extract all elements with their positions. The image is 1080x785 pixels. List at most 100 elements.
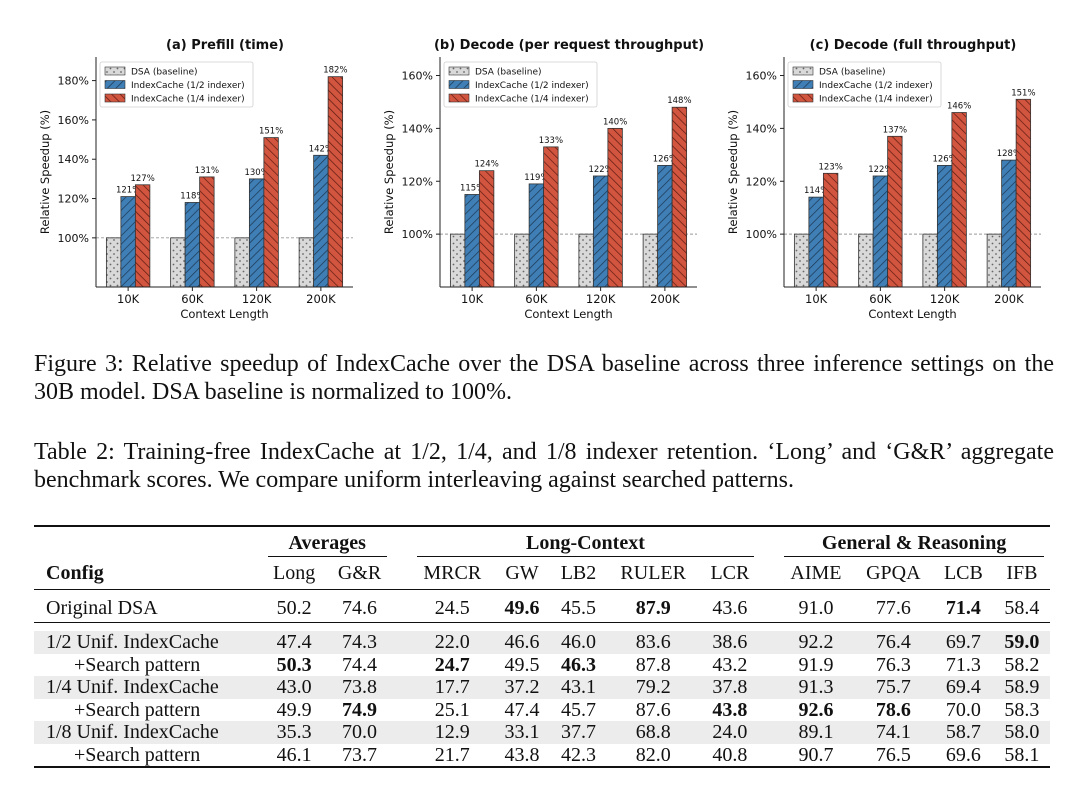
bar-half-indexer (184, 202, 201, 288)
cell-gw: 37.2 (493, 676, 551, 699)
cell-aime: 89.1 (778, 721, 854, 744)
bar-quarter-indexer (671, 106, 688, 288)
x-tick-label: 10K (117, 292, 140, 306)
bar-value-label: 131% (195, 166, 219, 176)
bar-value-label: 146% (947, 102, 971, 112)
cell-lcr: 37.8 (699, 676, 761, 699)
x-tick-label: 200K (994, 292, 1024, 306)
bar-half-indexer (872, 175, 889, 288)
cell-gw: 49.5 (504, 653, 540, 676)
x-tick-label: 10K (461, 292, 484, 306)
x-tick-label: 10K (805, 292, 828, 306)
y-tick-label: 100% (746, 228, 777, 241)
y-tick-label: 120% (746, 175, 777, 188)
cell-ifb: 58.0 (993, 721, 1050, 744)
cell-gpqa: 76.3 (875, 653, 911, 676)
bar-value-label: 151% (259, 127, 283, 137)
col-config: Config (34, 557, 262, 590)
bar-quarter-indexer (263, 137, 279, 288)
bar-baseline (642, 233, 659, 288)
cell-lb2: 45.7 (560, 698, 596, 721)
cell-lcr: 38.6 (699, 631, 761, 654)
col-lcr: LCR (699, 557, 761, 590)
chart-title: (c) Decode (full throughput) (810, 38, 1017, 53)
table-row: Original DSA 50.2 74.6 24.5 49.6 45.5 87.9 43.6… (34, 589, 1050, 623)
legend-entry: IndexCache (1/4 indexer) (131, 95, 245, 105)
legend-swatch (792, 66, 814, 76)
table-row: 1/4 Unif. IndexCache 43.0 73.8 17.7 37.2 43.1… (34, 676, 1050, 699)
table-row: 1/2 Unif. IndexCache 47.4 74.3 22.0 46.6 46.0… (34, 631, 1050, 654)
bar-baseline (858, 233, 874, 288)
cell-gw: 47.4 (504, 698, 540, 721)
table-column-header-row: Config Long G&R MRCR GW LB2 RULER LCR AI… (34, 557, 1050, 590)
cell-ruler: 79.2 (606, 676, 700, 699)
bar-half-indexer (657, 164, 673, 288)
row-config: +Search pattern (74, 698, 201, 721)
figure-3-charts: (a) Prefill (time) 100% 120% 140% 160% 180% 12… (38, 38, 1041, 321)
chart-panel-0: (a) Prefill (time) 100% 120% 140% 160% 180% 12… (38, 38, 353, 321)
bar-half-indexer (464, 194, 480, 288)
table-body: Original DSA 50.2 74.6 24.5 49.6 45.5 87.9 43.6… (34, 589, 1050, 768)
bar-half-indexer (936, 164, 953, 288)
y-axis-label: Relative Speedup (%) (382, 110, 396, 234)
bar-quarter-indexer (887, 135, 903, 288)
legend-swatch (104, 80, 126, 89)
config-group-spacer (34, 525, 262, 557)
cell-ifb: 58.9 (993, 676, 1050, 699)
bar-baseline (793, 233, 810, 288)
bar-value-label: 182% (323, 66, 347, 76)
cell-gpqa: 74.1 (853, 721, 933, 744)
cell-gr: 74.6 (326, 589, 393, 623)
group-long-context: Long-Context (410, 525, 761, 557)
bar-half-indexer (248, 178, 265, 288)
cell-ruler: 87.8 (635, 653, 671, 676)
bar-value-label: 142% (309, 144, 333, 154)
bar-half-indexer (808, 196, 824, 288)
bar-value-label: 119% (524, 173, 548, 183)
cell-lcr: 40.8 (699, 743, 761, 768)
table-row: +Search pattern 50.3 74.4 24.7 49.5 46.3 87.8 4… (34, 654, 1050, 677)
col-lcb: LCB (933, 557, 994, 590)
x-axis-label: Context Length (868, 307, 956, 321)
legend-entry: DSA (baseline) (131, 68, 198, 78)
cell-gr: 74.4 (342, 653, 378, 676)
col-gw: GW (493, 557, 551, 590)
cell-aime: 91.9 (798, 653, 834, 676)
cell-mrcr: 21.7 (410, 743, 494, 768)
cell-long: 46.1 (261, 743, 327, 768)
row-config: 1/8 Unif. IndexCache (34, 721, 262, 744)
y-axis-label: Relative Speedup (%) (726, 110, 740, 234)
table-row: +Search pattern 46.1 73.7 21.7 43.8 42.3 82.0 4… (34, 743, 1050, 768)
cell-gpqa: 76.5 (853, 743, 933, 768)
x-tick-label: 60K (869, 292, 892, 306)
y-axis-label: Relative Speedup (%) (38, 110, 52, 234)
cell-mrcr: 12.9 (410, 721, 494, 744)
y-tick-label: 180% (58, 75, 89, 88)
cell-lcr: 43.6 (699, 589, 761, 623)
cell-lcr: 43.8 (712, 698, 748, 721)
bar-value-label: 122% (868, 165, 892, 175)
y-tick-label: 160% (402, 70, 433, 83)
bar-half-indexer (313, 154, 329, 288)
cell-gr: 70.0 (326, 721, 393, 744)
bar-value-label: 140% (603, 117, 627, 127)
bar-baseline (298, 237, 315, 288)
y-tick-label: 100% (402, 228, 433, 241)
bar-value-label: 114% (804, 186, 828, 196)
cell-ifb: 58.3 (1004, 698, 1040, 721)
cell-long: 35.3 (261, 721, 327, 744)
cell-ruler: 82.0 (606, 743, 700, 768)
cell-gw: 33.1 (493, 721, 551, 744)
cell-lb2: 45.5 (550, 589, 607, 623)
legend-box (99, 61, 254, 108)
legend-box (443, 61, 598, 108)
cell-ifb: 58.4 (993, 589, 1050, 623)
cell-ruler: 87.9 (606, 589, 700, 623)
bar-quarter-indexer (327, 76, 344, 288)
bar-baseline (986, 233, 1003, 288)
x-tick-label: 60K (525, 292, 548, 306)
bar-value-label: 124% (474, 160, 498, 170)
legend-entry: DSA (baseline) (475, 68, 542, 78)
legend-entry: IndexCache (1/4 indexer) (819, 95, 933, 105)
legend-entry: IndexCache (1/2 indexer) (131, 81, 245, 91)
